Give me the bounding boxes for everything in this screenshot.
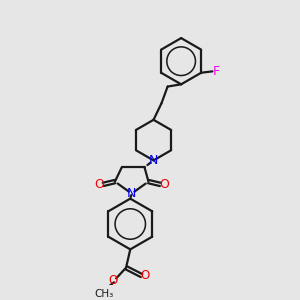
Text: O: O [159, 178, 169, 191]
Text: F: F [212, 65, 220, 78]
Text: O: O [141, 269, 150, 282]
Text: CH₃: CH₃ [94, 289, 114, 299]
Text: N: N [127, 187, 136, 200]
Text: O: O [109, 274, 118, 287]
Text: N: N [149, 154, 158, 167]
Text: O: O [94, 178, 104, 191]
